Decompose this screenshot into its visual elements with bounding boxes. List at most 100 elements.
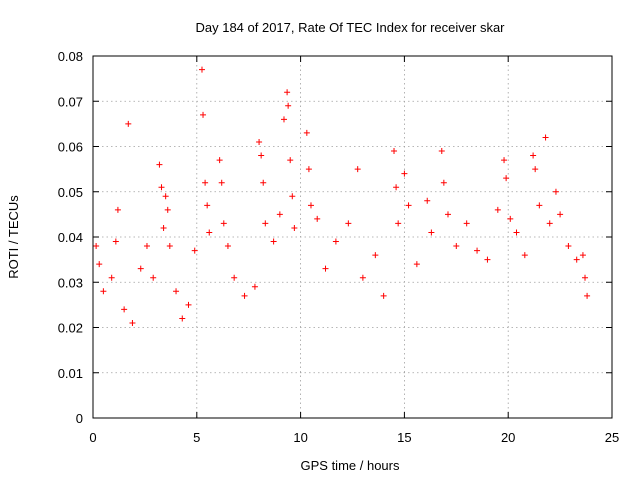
x-axis-label: GPS time / hours <box>301 458 400 473</box>
data-point <box>179 315 186 322</box>
data-point <box>552 188 559 195</box>
data-point <box>231 274 238 281</box>
y-tick-label: 0.03 <box>58 275 83 290</box>
data-point <box>287 157 294 164</box>
data-point <box>393 184 400 191</box>
data-point <box>258 152 265 159</box>
data-point <box>395 220 402 227</box>
chart-title: Day 184 of 2017, Rate Of TEC Index for r… <box>195 20 505 35</box>
data-point <box>289 193 296 200</box>
data-point <box>536 202 543 209</box>
data-point <box>532 166 539 173</box>
data-point <box>530 152 537 159</box>
y-axis-label: ROTI / TECUs <box>6 195 21 279</box>
y-tick-label: 0.06 <box>58 140 83 155</box>
data-point <box>216 157 223 164</box>
data-point <box>158 184 165 191</box>
data-point <box>332 238 339 245</box>
data-point <box>164 206 171 213</box>
data-point <box>143 243 150 250</box>
y-tick-label: 0 <box>76 411 83 426</box>
data-point <box>440 179 447 186</box>
data-point <box>200 111 207 118</box>
data-point <box>359 274 366 281</box>
data-point <box>137 265 144 272</box>
x-tick-label: 20 <box>501 430 515 445</box>
y-tick-labels: 0 0.01 0.02 0.03 0.04 0.05 0.06 0.07 0.08 <box>58 49 83 426</box>
data-points <box>93 66 591 326</box>
y-tick-label: 0.04 <box>58 230 83 245</box>
data-point <box>345 220 352 227</box>
y-tick-label: 0.02 <box>58 321 83 336</box>
data-point <box>280 116 287 123</box>
data-point <box>314 215 321 222</box>
data-point <box>262 220 269 227</box>
data-point <box>156 161 163 168</box>
data-point <box>270 238 277 245</box>
data-point <box>354 166 361 173</box>
data-point <box>494 206 501 213</box>
data-point <box>260 179 267 186</box>
data-point <box>198 66 205 73</box>
data-point <box>202 179 209 186</box>
data-point <box>391 148 398 155</box>
data-point <box>307 202 314 209</box>
data-point <box>108 274 115 281</box>
data-point <box>463 220 470 227</box>
data-point <box>513 229 520 236</box>
data-point <box>573 256 580 263</box>
data-point <box>166 243 173 250</box>
data-point <box>276 211 283 218</box>
data-point <box>93 243 100 250</box>
x-tick-label: 25 <box>605 430 619 445</box>
data-point <box>503 175 510 182</box>
data-point <box>160 224 167 231</box>
data-point <box>114 206 121 213</box>
data-point <box>424 197 431 204</box>
data-point <box>204 202 211 209</box>
data-point <box>218 179 225 186</box>
data-point <box>380 292 387 299</box>
y-tick-label: 0.05 <box>58 185 83 200</box>
data-point <box>322 265 329 272</box>
data-point <box>579 252 586 259</box>
data-point <box>96 261 103 268</box>
data-point <box>428 229 435 236</box>
data-point <box>284 89 291 96</box>
grid <box>93 56 612 418</box>
data-point <box>220 220 227 227</box>
data-point <box>291 224 298 231</box>
data-point <box>185 301 192 308</box>
data-point <box>565 243 572 250</box>
data-point <box>542 134 549 141</box>
data-point <box>584 292 591 299</box>
data-point <box>405 202 412 209</box>
data-point <box>241 292 248 299</box>
data-point <box>507 215 514 222</box>
data-point <box>112 238 119 245</box>
y-tick-label: 0.01 <box>58 366 83 381</box>
data-point <box>256 138 263 145</box>
data-point <box>191 247 198 254</box>
data-point <box>484 256 491 263</box>
data-point <box>401 170 408 177</box>
data-point <box>557 211 564 218</box>
x-tick-label: 5 <box>193 430 200 445</box>
x-tick-label: 10 <box>293 430 307 445</box>
y-tick-label: 0.07 <box>58 94 83 109</box>
data-point <box>121 306 128 313</box>
data-point <box>129 319 136 326</box>
data-point <box>438 148 445 155</box>
data-point <box>582 274 589 281</box>
data-point <box>444 211 451 218</box>
data-point <box>125 120 132 127</box>
data-point <box>251 283 258 290</box>
data-point <box>224 243 231 250</box>
data-point <box>453 243 460 250</box>
data-point <box>372 252 379 259</box>
data-point <box>413 261 420 268</box>
data-point <box>303 129 310 136</box>
data-point <box>173 288 180 295</box>
